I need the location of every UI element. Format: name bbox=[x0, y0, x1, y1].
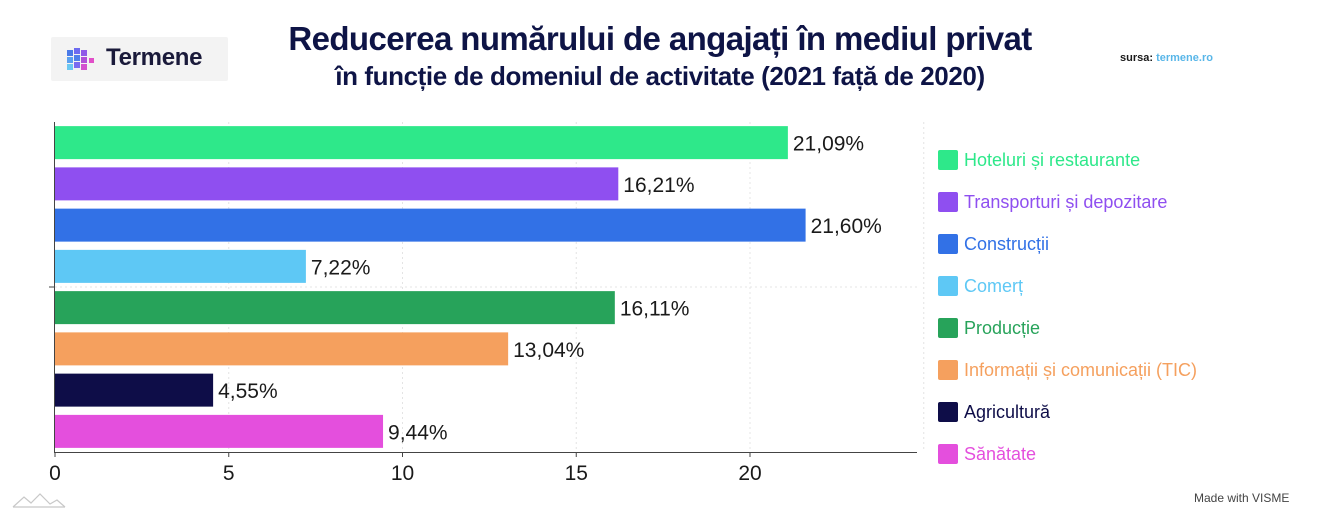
data-label: 7,22% bbox=[311, 256, 371, 279]
legend-item: Hoteluri și restaurante bbox=[938, 148, 1140, 172]
legend-label: Transporturi și depozitare bbox=[964, 191, 1168, 212]
legend-item: Producție bbox=[938, 316, 1040, 340]
legend-label: Construcții bbox=[964, 233, 1050, 254]
legend-swatch bbox=[938, 192, 958, 212]
data-label: 21,09% bbox=[793, 133, 864, 156]
bar bbox=[55, 126, 788, 160]
mountain-logo-icon bbox=[12, 493, 66, 508]
data-label: 16,21% bbox=[623, 174, 694, 197]
source-link[interactable]: termene.ro bbox=[1156, 52, 1213, 64]
x-tick-label: 0 bbox=[49, 462, 61, 485]
data-label: 21,60% bbox=[811, 215, 882, 238]
bar bbox=[55, 332, 509, 366]
legend-label: Hoteluri și restaurante bbox=[964, 149, 1141, 170]
data-label: 13,04% bbox=[513, 339, 584, 362]
chart-subtitle: în funcție de domeniul de activitate (20… bbox=[335, 61, 985, 91]
legend-label: Agricultură bbox=[964, 401, 1051, 422]
x-tick-label: 5 bbox=[223, 462, 235, 485]
bar-chart: 21,09% 16,21% 21,60% 7,22% 16,11% 13,04% 4,55%… bbox=[49, 122, 925, 485]
bar bbox=[55, 249, 306, 283]
legend-label: Comerț bbox=[964, 275, 1024, 296]
data-label: 9,44% bbox=[388, 421, 448, 444]
watermark: Made with VISME bbox=[1194, 491, 1290, 505]
legend-item: Informații și comunicații (TIC) bbox=[938, 358, 1197, 382]
x-tick-label: 20 bbox=[738, 462, 761, 485]
x-tick-label: 10 bbox=[391, 462, 414, 485]
legend-item: Construcții bbox=[938, 232, 1049, 256]
bar bbox=[55, 291, 615, 325]
x-tick-label: 15 bbox=[565, 462, 588, 485]
bar bbox=[55, 208, 806, 242]
legend-swatch bbox=[938, 150, 958, 170]
bar bbox=[55, 414, 384, 448]
bar bbox=[55, 373, 214, 407]
legend-swatch bbox=[938, 402, 958, 422]
legend-label: Producție bbox=[964, 317, 1041, 338]
legend-item: Sănătate bbox=[938, 442, 1036, 466]
legend-swatch bbox=[938, 444, 958, 464]
brand-name: Termene bbox=[106, 44, 203, 71]
legend-swatch bbox=[938, 318, 958, 338]
legend-swatch bbox=[938, 360, 958, 380]
legend-swatch bbox=[938, 276, 958, 296]
chart-title: Reducerea numărului de angajați în mediu… bbox=[288, 20, 1032, 57]
source-label: sursa: bbox=[1120, 52, 1154, 64]
brand-logo: Termene bbox=[51, 37, 228, 81]
cube-logo-icon bbox=[67, 48, 94, 70]
legend-label: Informații și comunicații (TIC) bbox=[964, 359, 1198, 380]
data-label: 16,11% bbox=[620, 298, 690, 321]
legend-item: Agricultură bbox=[938, 400, 1050, 424]
source-note: sursa: termene.ro bbox=[1120, 52, 1213, 64]
bar bbox=[55, 167, 619, 201]
legend-item: Transporturi și depozitare bbox=[938, 190, 1167, 214]
legend-label: Sănătate bbox=[964, 443, 1037, 464]
legend-swatch bbox=[938, 234, 958, 254]
legend-item: Comerț bbox=[938, 274, 1023, 298]
data-label: 4,55% bbox=[218, 380, 278, 403]
